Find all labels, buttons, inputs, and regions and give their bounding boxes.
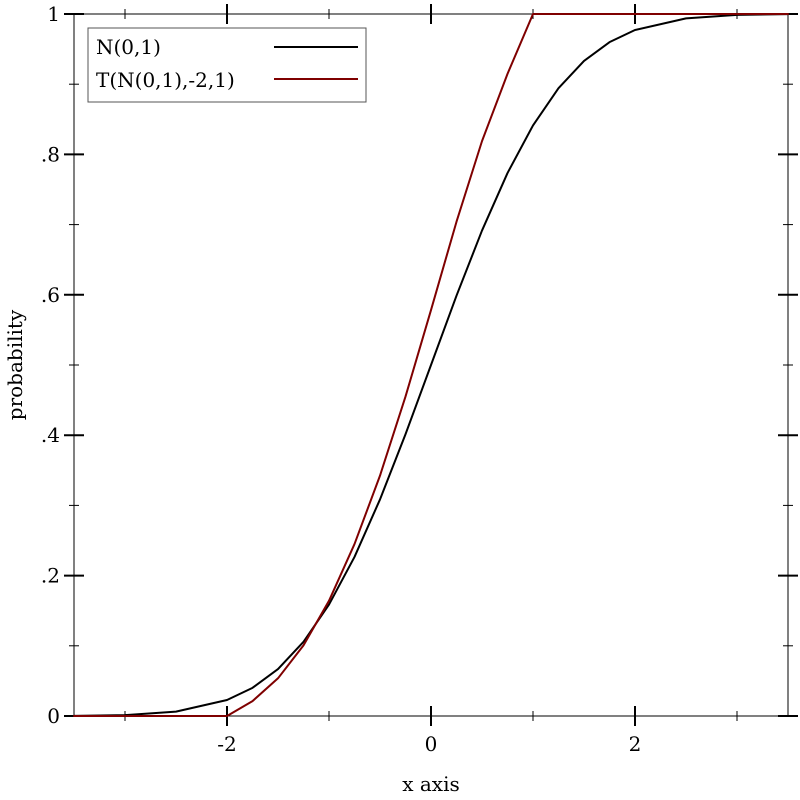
y-tick-label: .8 — [41, 142, 60, 166]
y-axis-label: probability — [3, 309, 27, 420]
legend-label-normal: N(0,1) — [96, 35, 161, 59]
series-lines — [73, 13, 789, 717]
y-tick-label: .2 — [41, 564, 60, 588]
y-tick-label: .4 — [41, 423, 60, 447]
tick-labels: -2 0 2 0 .2 .4 .6 .8 1 — [41, 2, 641, 756]
series-line-normal — [73, 13, 789, 717]
y-tick-label: 0 — [47, 704, 60, 728]
x-tick-label: 0 — [425, 732, 438, 756]
series-line-truncated — [73, 13, 789, 717]
x-tick-label: -2 — [217, 732, 236, 756]
x-tick-label: 2 — [629, 732, 642, 756]
legend-label-truncated: T(N(0,1),-2,1) — [96, 68, 235, 92]
legend-box — [87, 27, 367, 103]
legend: N(0,1) T(N(0,1),-2,1) — [87, 27, 367, 103]
minor-ticks — [69, 9, 793, 721]
y-tick-label: 1 — [47, 2, 60, 26]
y-tick-label: .6 — [41, 283, 60, 307]
x-axis-label: x axis — [402, 772, 460, 796]
